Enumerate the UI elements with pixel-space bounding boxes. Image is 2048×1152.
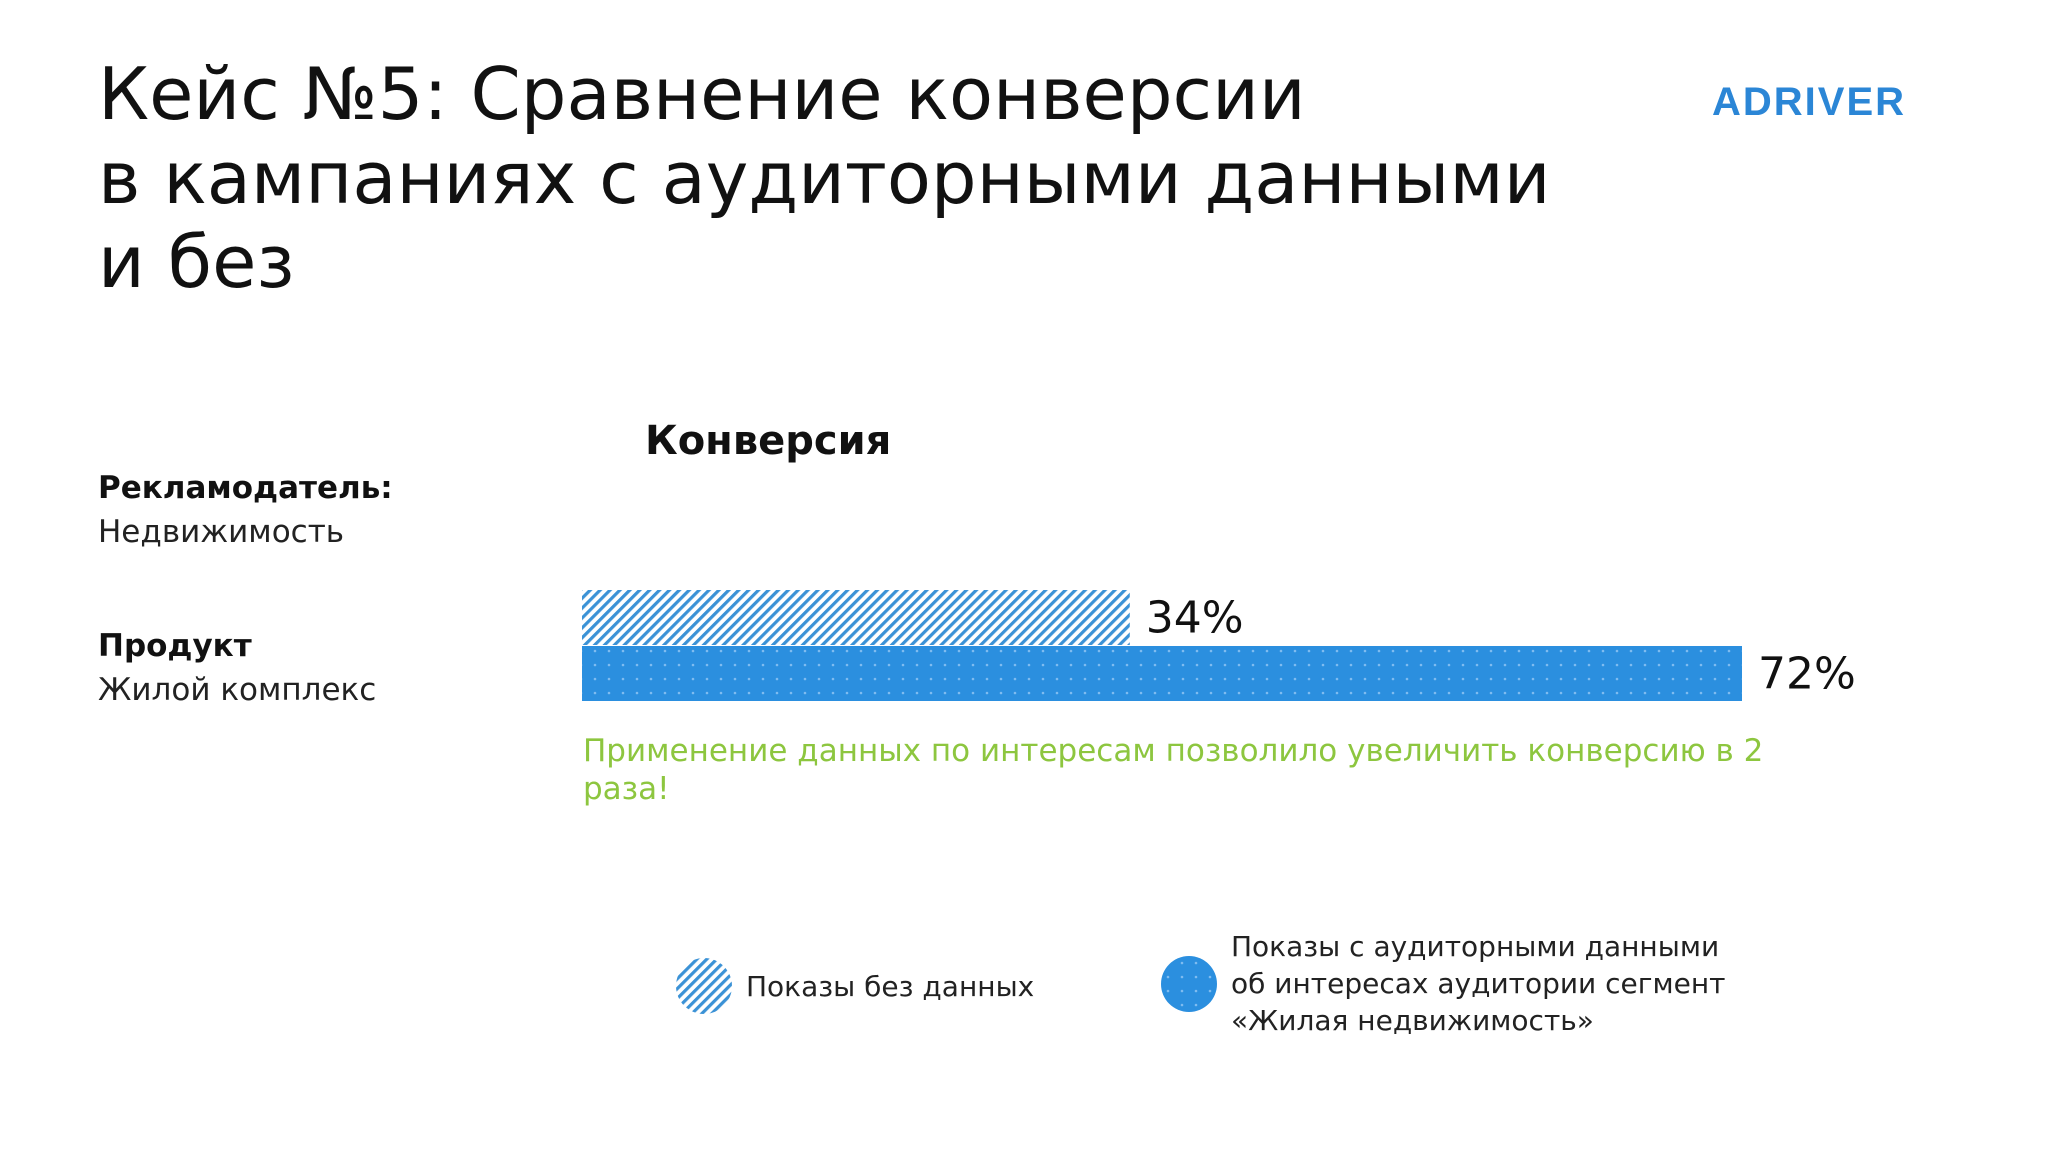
chart-title: Конверсия	[645, 418, 892, 464]
advertiser-value: Недвижимость	[98, 514, 345, 550]
product-label: Продукт	[98, 628, 252, 664]
legend-label-with-data-line-2: об интересах аудитории сегмент	[1231, 967, 1726, 1000]
legend-swatch-hatched	[676, 958, 732, 1014]
legend-swatch-solid	[1161, 955, 1217, 1012]
adriver-logo: ADRIVER	[1712, 80, 1907, 124]
legend-item-without-data: Показы без данных	[676, 958, 1034, 1014]
bar-value-label-1: 34%	[1146, 593, 1244, 644]
conversion-highlight-text: Применение данных по интересам позволило…	[583, 733, 1764, 807]
product-value: Жилой комплекс	[98, 672, 377, 708]
bars-group: 34% 72%	[582, 590, 1856, 701]
bar-2	[582, 646, 1742, 701]
title-line-1: Кейс №5: Сравнение конверсии	[98, 52, 1306, 136]
slide-title: Кейс №5: Сравнение конверсии в кампаниях…	[98, 52, 1658, 304]
legend-label-with-data-line-1: Показы с аудиторными данными	[1231, 930, 1720, 963]
title-line-2: в кампаниях с аудиторными данными	[98, 136, 1551, 220]
advertiser-label: Рекламодатель:	[98, 470, 393, 506]
bar-1	[582, 590, 1130, 645]
legend-label-without-data: Показы без данных	[746, 969, 1035, 1003]
legend-item-with-audience-data: Показы с аудиторными данными об интереса…	[1161, 928, 1725, 1039]
title-line-3: и без	[98, 220, 295, 304]
bar-value-label-2: 72%	[1758, 649, 1856, 700]
legend-label-with-data-line-3: «Жилая недвижимость»	[1231, 1004, 1594, 1037]
